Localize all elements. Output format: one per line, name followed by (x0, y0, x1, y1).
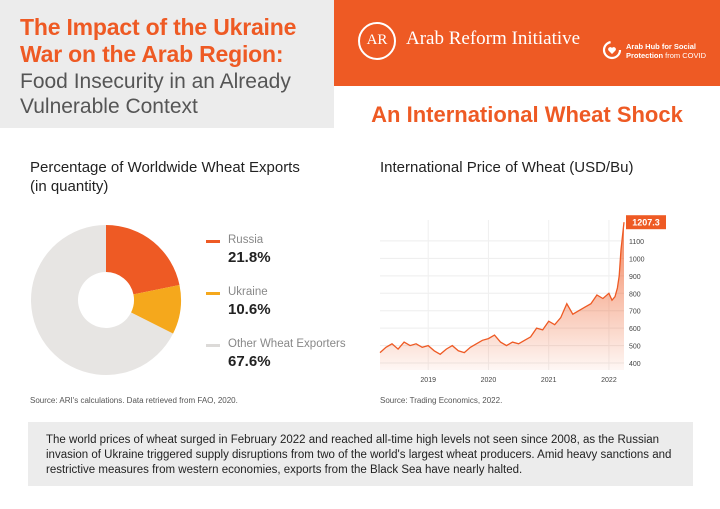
pie-slice-other-wheat-exporters (30, 225, 174, 375)
last-value-label: 1207.3 (632, 218, 660, 228)
legend-swatch (206, 240, 220, 243)
hub-line2-bold: Protection (626, 51, 664, 60)
pie-source-note: Source: ARI's calculations. Data retriev… (30, 396, 238, 405)
price-area-fill (380, 222, 624, 370)
legend-value: 10.6% (228, 301, 271, 318)
price-series-line (379, 222, 625, 356)
ari-logo-letters: AR (366, 32, 388, 48)
legend-value: 21.8% (228, 249, 271, 266)
org-name: Arab Reform Initiative (406, 28, 581, 49)
pie-chart-title: Percentage of Worldwide Wheat Exports (i… (30, 159, 300, 195)
legend-swatch (206, 344, 220, 347)
section-title: An International Wheat Shock (371, 102, 683, 127)
summary-text: The world prices of wheat surged in Febr… (28, 422, 693, 486)
x-tick-label: 2021 (541, 377, 557, 384)
pie-slice-ukraine (131, 285, 181, 334)
line-chart-title: International Price of Wheat (USD/Bu) (380, 159, 634, 176)
main-title: The Impact of the Ukraine War on the Ara… (20, 14, 297, 67)
subtitle: Food Insecurity in an Already Vulnerable… (20, 70, 291, 118)
hub-logo-icon (602, 40, 622, 60)
header-title-block: The Impact of the Ukraine War on the Ara… (0, 0, 334, 128)
line-source-note: Source: Trading Economics, 2022. (380, 396, 503, 405)
y-tick-label: 800 (629, 291, 641, 298)
y-tick-label: 1100 (629, 239, 644, 246)
x-tick-label: 2020 (481, 377, 497, 384)
x-tick-label: 2022 (601, 377, 617, 384)
y-tick-label: 700 (629, 309, 641, 316)
hub-name: Arab Hub for Social Protection from COVI… (626, 42, 706, 60)
hub-line2-rest: from COVID (663, 51, 707, 60)
legend-swatch (206, 292, 220, 295)
y-tick-label: 400 (629, 361, 641, 368)
wheat-exports-donut-chart (30, 225, 181, 375)
y-tick-label: 500 (629, 344, 641, 351)
legend-label: Ukraine (228, 286, 268, 298)
wheat-price-chart: 400 500 600 700 800 900 1000 1100 2019 2020 2021 20… (379, 215, 666, 384)
legend-label: Russia (228, 234, 264, 246)
legend-label: Other Wheat Exporters (228, 338, 346, 350)
x-tick-label: 2019 (420, 377, 436, 384)
ari-logo-icon: AR (358, 22, 396, 60)
header-brand-bar: AR Arab Reform Initiative Arab Hub for S… (334, 0, 720, 86)
last-value-badge (626, 215, 666, 230)
pie-slice-russia (106, 225, 180, 295)
hub-line1: Arab Hub for Social (626, 42, 697, 51)
y-tick-label: 900 (629, 274, 641, 281)
legend-value: 67.6% (228, 353, 271, 370)
y-tick-label: 600 (629, 326, 641, 333)
y-tick-label: 1000 (629, 256, 645, 263)
